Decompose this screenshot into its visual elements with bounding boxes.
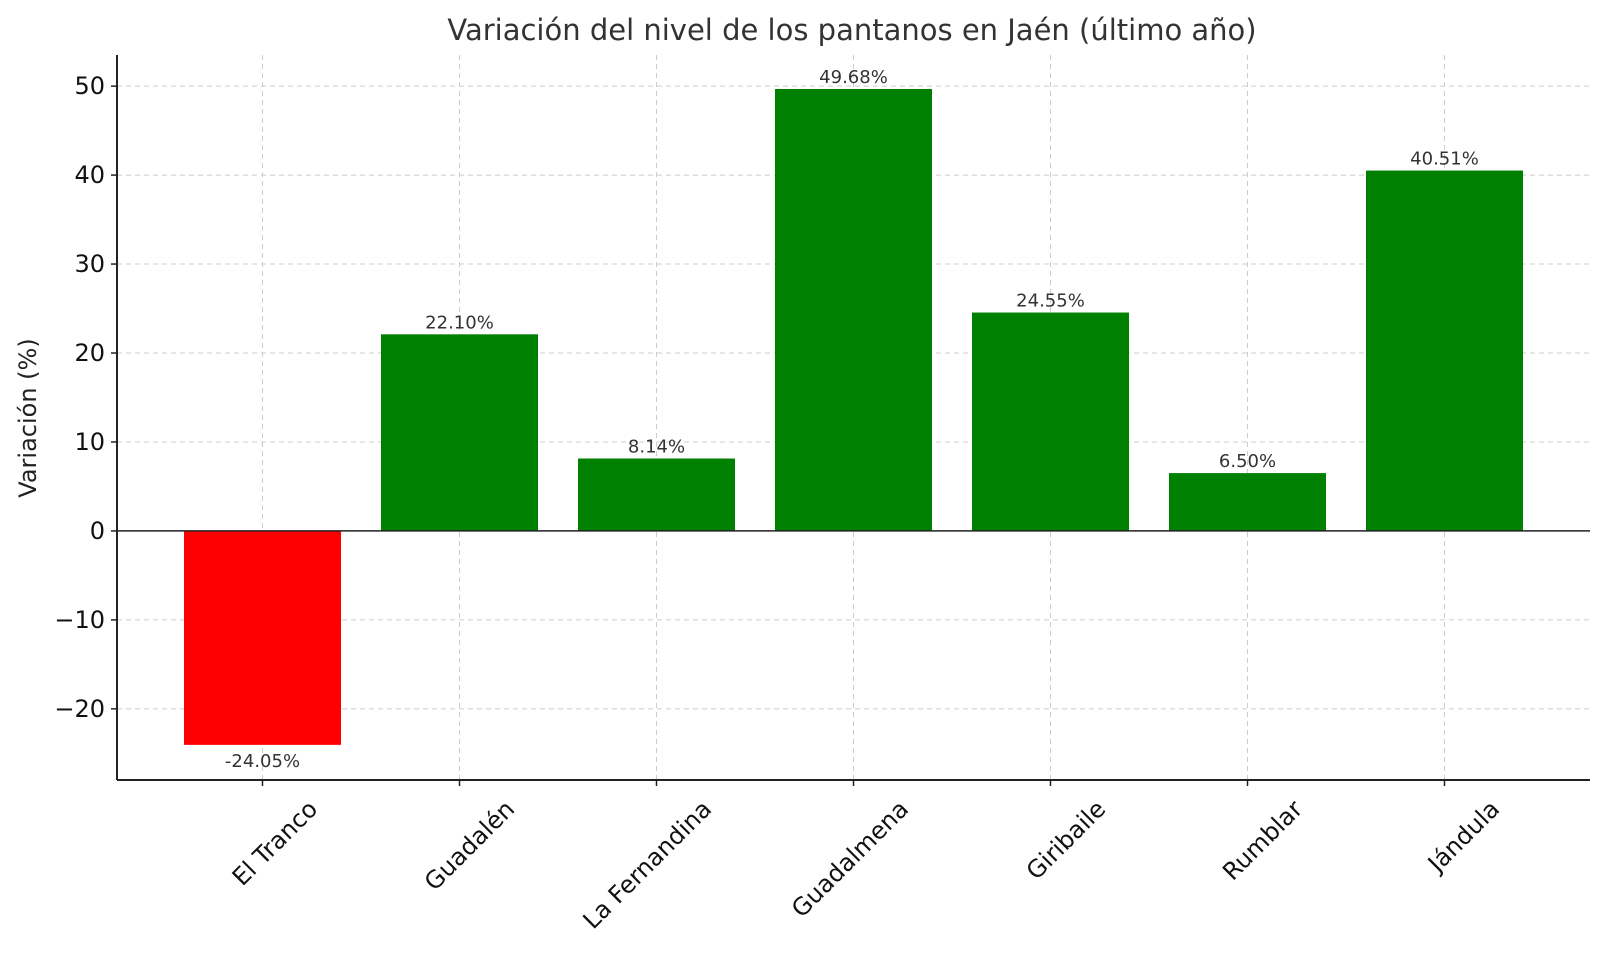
y-axis-label: Variación (%): [14, 338, 42, 497]
bar-data-label: 6.50%: [1219, 451, 1276, 472]
y-tick-label: 50: [74, 72, 105, 100]
bar-data-label: -24.05%: [225, 751, 300, 772]
bar: [1366, 170, 1523, 531]
y-tick-label: −20: [54, 695, 105, 723]
bar-data-label: 49.68%: [819, 67, 888, 88]
axes: [111, 55, 1590, 786]
bar-data-label: 8.14%: [628, 437, 685, 458]
data-labels: -24.05% 22.10% 8.14% 49.68% 24.55% 6.50% 40.51…: [225, 67, 1479, 772]
y-tick-label: 10: [74, 428, 105, 456]
bar-data-label: 40.51%: [1410, 149, 1479, 170]
bar-data-label: 22.10%: [425, 312, 494, 333]
bar: [381, 334, 538, 531]
bars: [184, 88, 1523, 745]
bar: [578, 458, 735, 531]
bar: [775, 88, 932, 531]
y-tick-label: 40: [74, 161, 105, 189]
y-tick-label: 0: [90, 517, 105, 545]
bar: [1169, 473, 1326, 531]
bar-data-label: 24.55%: [1016, 291, 1085, 312]
y-tick-label: 20: [74, 339, 105, 367]
bar: [184, 530, 341, 745]
chart-title: Variación del nivel de los pantanos en J…: [447, 13, 1256, 47]
bar: [972, 312, 1129, 531]
y-tick-label: −10: [54, 606, 105, 634]
y-tick-label: 30: [74, 250, 105, 278]
